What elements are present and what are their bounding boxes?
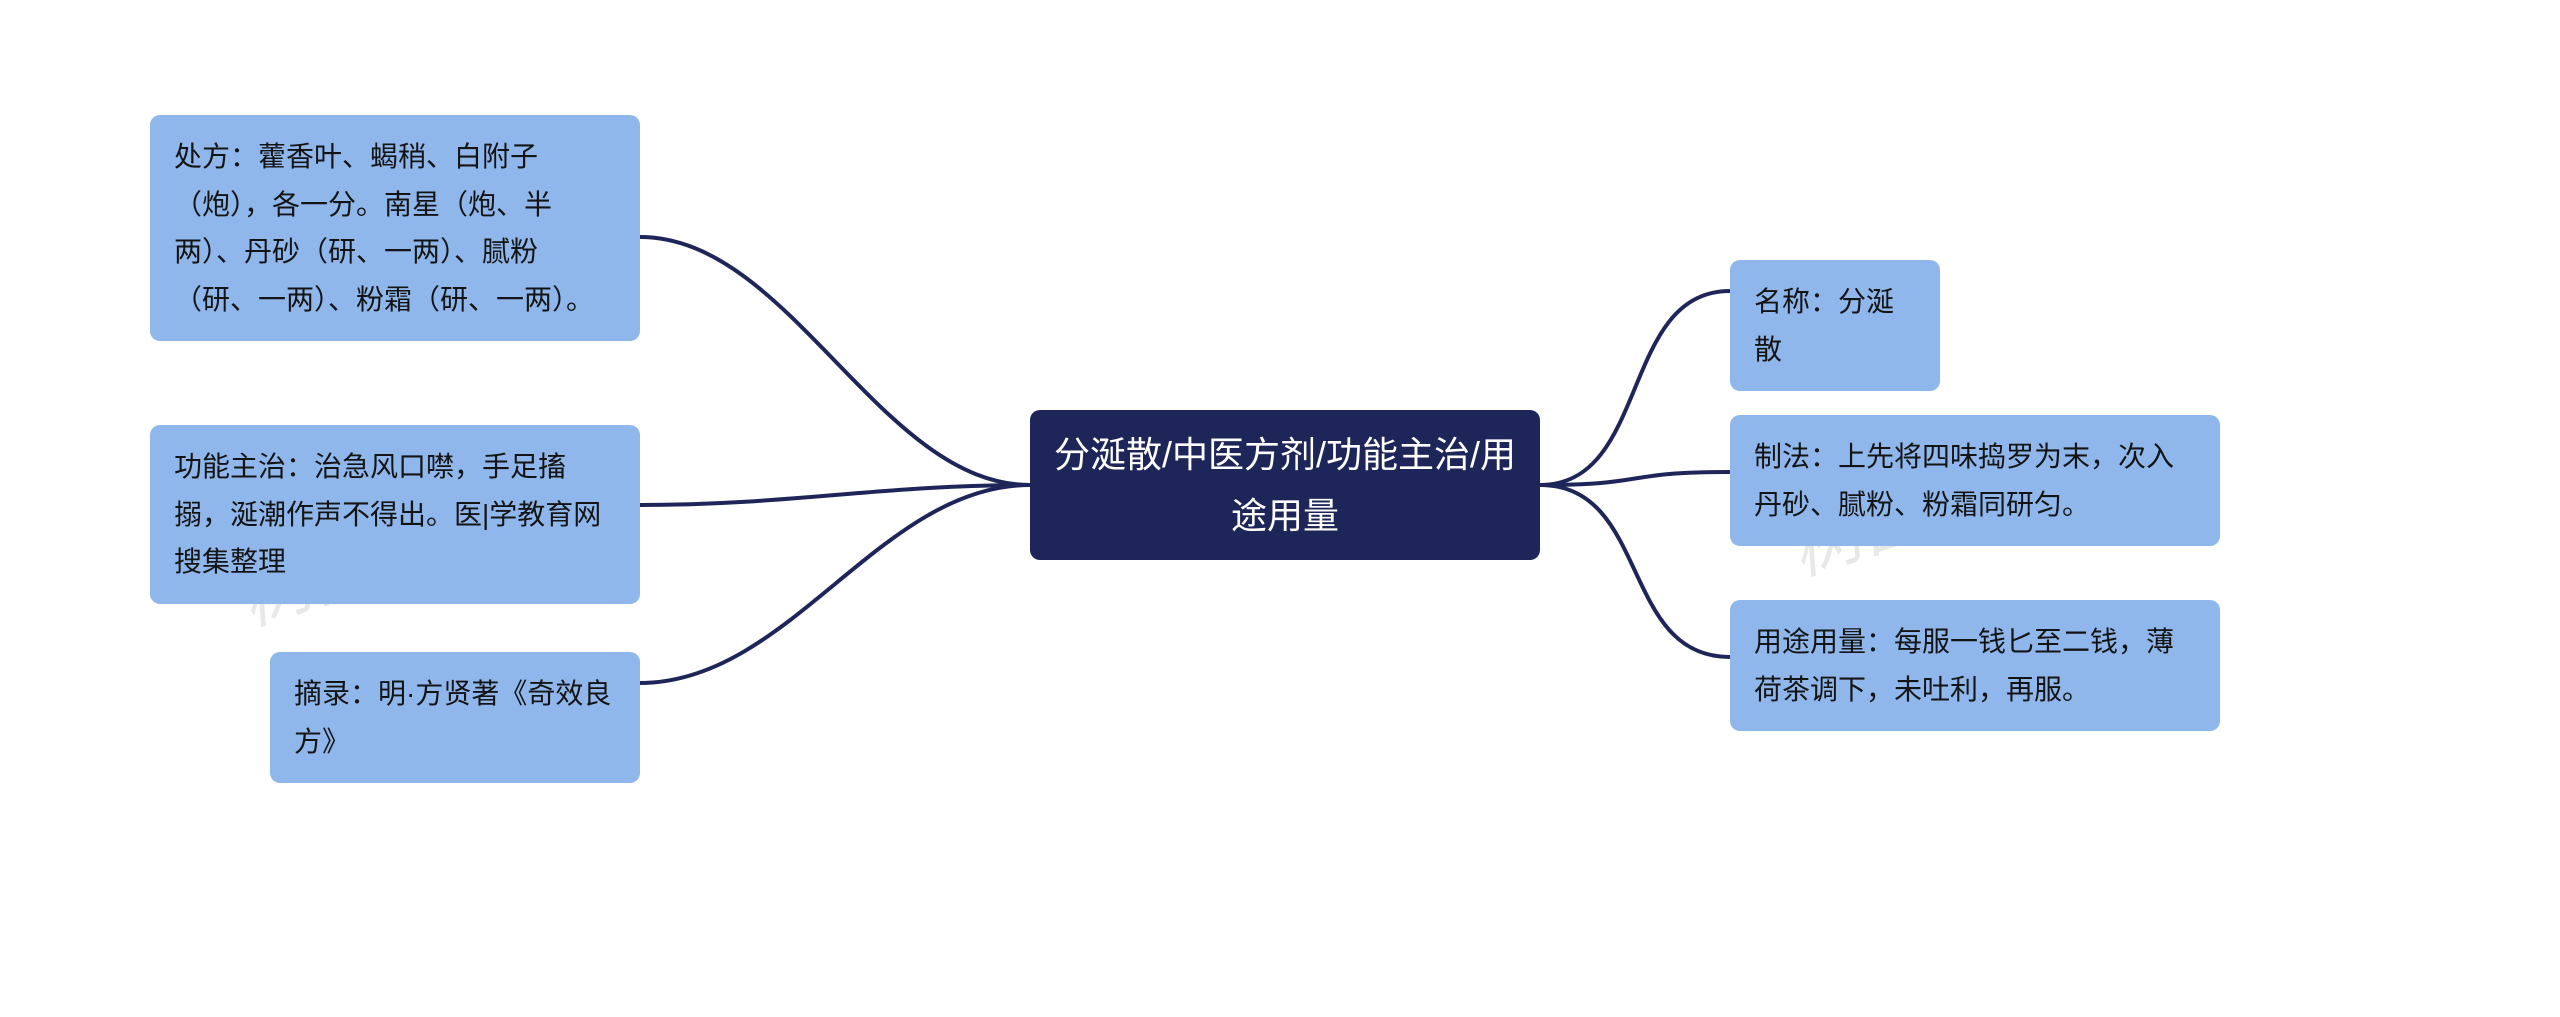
right-child-node[interactable]: 制法：上先将四味捣罗为末，次入丹砂、腻粉、粉霜同研匀。 xyxy=(1730,415,2220,546)
center-node[interactable]: 分涎散/中医方剂/功能主治/用途用量 xyxy=(1030,410,1540,560)
mindmap-canvas: 树图 shutu.cn 树图 shutu.cn 分涎散/中医方剂/功能主治/用途… xyxy=(0,0,2560,1017)
node-text: 摘录：明·方贤著《奇效良方》 xyxy=(294,670,616,765)
left-child-node[interactable]: 摘录：明·方贤著《奇效良方》 xyxy=(270,652,640,783)
node-text: 处方：藿香叶、蝎稍、白附子（炮），各一分。南星（炮、半两）、丹砂（研、一两）、腻… xyxy=(174,133,616,323)
node-text: 用途用量：每服一钱匕至二钱，薄荷茶调下，未吐利，再服。 xyxy=(1754,618,2196,713)
right-child-node[interactable]: 用途用量：每服一钱匕至二钱，薄荷茶调下，未吐利，再服。 xyxy=(1730,600,2220,731)
node-text: 功能主治：治急风口噤，手足搐搦，涎潮作声不得出。医|学教育网搜集整理 xyxy=(174,443,616,586)
left-child-node[interactable]: 处方：藿香叶、蝎稍、白附子（炮），各一分。南星（炮、半两）、丹砂（研、一两）、腻… xyxy=(150,115,640,341)
left-child-node[interactable]: 功能主治：治急风口噤，手足搐搦，涎潮作声不得出。医|学教育网搜集整理 xyxy=(150,425,640,604)
node-text: 名称：分涎散 xyxy=(1754,278,1916,373)
node-text: 制法：上先将四味捣罗为末，次入丹砂、腻粉、粉霜同研匀。 xyxy=(1754,433,2196,528)
center-node-text: 分涎散/中医方剂/功能主治/用途用量 xyxy=(1054,424,1516,546)
right-child-node[interactable]: 名称：分涎散 xyxy=(1730,260,1940,391)
